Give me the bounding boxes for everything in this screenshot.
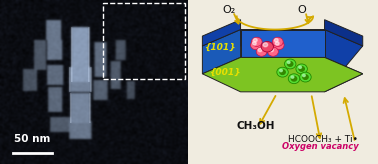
Text: {001}: {001} — [209, 68, 241, 77]
Circle shape — [291, 76, 294, 78]
Circle shape — [277, 67, 288, 77]
Text: HCOOCH₃ + Ti•: HCOOCH₃ + Ti• — [288, 135, 358, 144]
Polygon shape — [202, 30, 240, 74]
Text: 50 nm: 50 nm — [14, 134, 50, 144]
Circle shape — [275, 42, 279, 45]
Circle shape — [288, 62, 293, 66]
Circle shape — [251, 41, 261, 50]
Circle shape — [263, 43, 268, 47]
Circle shape — [299, 66, 301, 68]
Circle shape — [268, 47, 278, 56]
Bar — [103, 3, 185, 79]
Circle shape — [288, 74, 300, 84]
Text: Oxygen vacancy: Oxygen vacancy — [282, 142, 359, 151]
Circle shape — [274, 39, 278, 42]
Circle shape — [299, 67, 304, 71]
Text: CH₃OH: CH₃OH — [237, 121, 275, 131]
Polygon shape — [325, 30, 363, 92]
Circle shape — [261, 41, 273, 52]
Circle shape — [253, 42, 256, 45]
Text: O: O — [297, 5, 306, 15]
Circle shape — [251, 37, 262, 46]
Circle shape — [273, 37, 283, 46]
Circle shape — [303, 74, 305, 77]
Circle shape — [303, 75, 308, 79]
Polygon shape — [202, 57, 363, 92]
Polygon shape — [325, 20, 363, 46]
Circle shape — [291, 76, 297, 81]
Circle shape — [300, 72, 311, 82]
Circle shape — [285, 59, 296, 69]
Circle shape — [256, 47, 267, 56]
Circle shape — [280, 69, 282, 72]
Polygon shape — [240, 30, 325, 57]
Circle shape — [253, 39, 257, 42]
Polygon shape — [202, 20, 240, 46]
Circle shape — [280, 70, 285, 74]
Circle shape — [287, 61, 290, 63]
Text: {101}: {101} — [204, 43, 235, 52]
Circle shape — [270, 48, 273, 52]
Circle shape — [296, 64, 307, 74]
Circle shape — [273, 41, 284, 50]
Circle shape — [258, 48, 262, 52]
Polygon shape — [202, 30, 363, 46]
Text: O₂: O₂ — [223, 5, 236, 15]
